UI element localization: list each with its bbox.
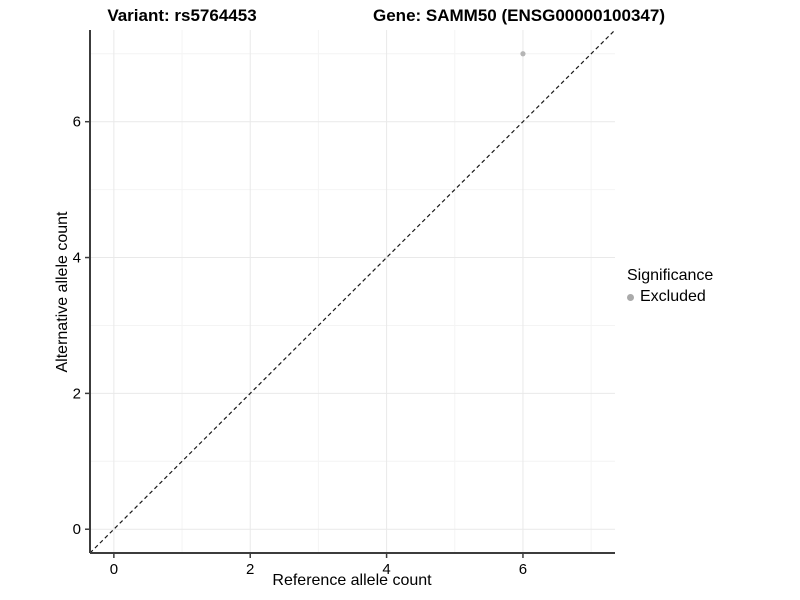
plot-title-gene: Gene: SAMM50 (ENSG00000100347): [373, 6, 665, 25]
y-axis-title: Alternative allele count: [54, 211, 71, 373]
y-tick-label: 4: [73, 250, 81, 267]
x-tick-label: 4: [382, 561, 390, 578]
legend-entry-excluded: Excluded: [627, 288, 713, 306]
legend-entry-label: Excluded: [640, 288, 706, 305]
identity-reference-line: [90, 30, 615, 553]
data-point-excluded: [520, 51, 526, 57]
x-tick-label: 6: [519, 561, 527, 578]
legend: Significance Excluded: [627, 266, 713, 306]
legend-point-icon: [627, 293, 634, 301]
y-tick-label: 0: [73, 521, 81, 538]
x-tick-label: 0: [110, 561, 118, 578]
y-tick-label: 6: [73, 114, 81, 131]
x-tick-label: 2: [246, 561, 254, 578]
plot-title-variant: Variant: rs5764453: [107, 6, 257, 25]
legend-title: Significance: [627, 267, 714, 284]
y-tick-label: 2: [73, 385, 81, 402]
x-axis-title: Reference allele count: [272, 572, 432, 589]
